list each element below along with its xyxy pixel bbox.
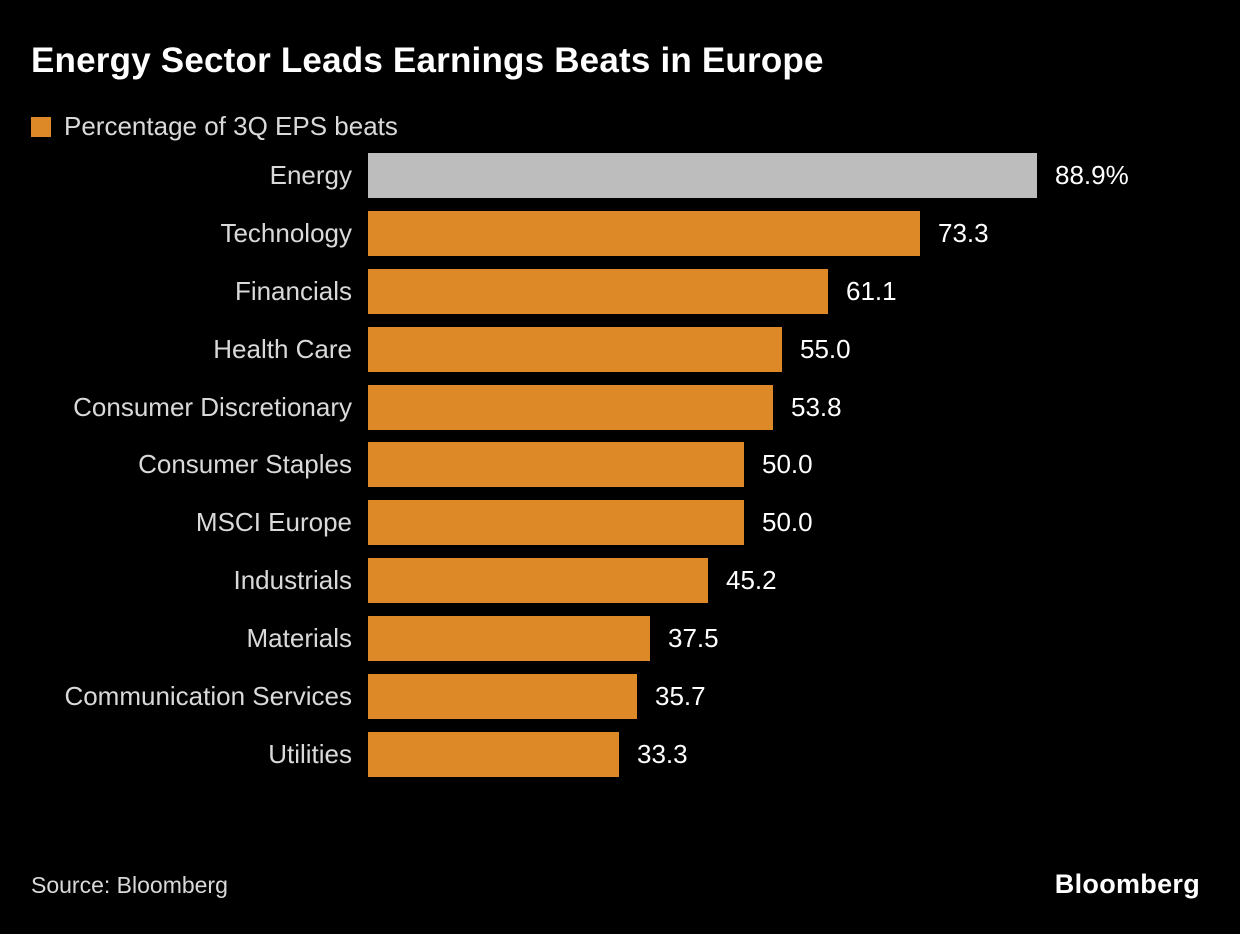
legend-swatch-icon — [31, 116, 51, 137]
bar — [368, 268, 828, 314]
bar — [368, 153, 1037, 198]
bar — [368, 558, 708, 604]
bar — [368, 210, 920, 256]
bar-track: 73.3 — [368, 210, 1240, 256]
category-label: Consumer Staples — [138, 449, 352, 480]
bar-track: 35.7 — [368, 674, 1240, 720]
bar — [368, 500, 744, 546]
bar — [368, 326, 782, 372]
bar-row: Technology 73.3 — [0, 210, 1240, 256]
bar-track: 50.0 — [368, 500, 1240, 546]
category-label: Industrials — [233, 565, 353, 596]
bloomberg-logo: Bloomberg — [1054, 869, 1200, 899]
bar-track: 45.2 — [368, 558, 1240, 604]
category-label: Utilities — [268, 738, 352, 769]
chart-footer: Source: Bloomberg Bloomberg — [31, 869, 1200, 900]
value-label: 33.3 — [637, 738, 688, 769]
bar — [368, 674, 637, 720]
bar-track: 55.0 — [368, 326, 1240, 372]
bar — [368, 442, 744, 488]
value-label: 35.7 — [655, 681, 706, 712]
bar-row: Industrials 45.2 — [0, 558, 1240, 604]
value-label: 61.1 — [846, 275, 897, 306]
bar-track: 33.3 — [368, 731, 1240, 777]
value-label: 55.0 — [800, 333, 851, 364]
category-label: Technology — [220, 217, 352, 248]
bar-row: Materials 37.5 — [0, 616, 1240, 662]
bar — [368, 384, 773, 430]
value-label: 73.3 — [938, 217, 989, 248]
value-label: 37.5 — [668, 623, 719, 654]
bar-row: Consumer Staples 50.0 — [0, 442, 1240, 488]
bar-track: 88.9% — [368, 153, 1240, 198]
bar — [368, 731, 619, 777]
category-label: Communication Services — [64, 681, 352, 712]
category-label: Health Care — [213, 333, 352, 364]
category-label: Financials — [234, 275, 352, 306]
chart-title: Energy Sector Leads Earnings Beats in Eu… — [31, 41, 824, 80]
category-label: Materials — [246, 623, 352, 654]
bar-track: 53.8 — [368, 384, 1240, 430]
bar-track: 61.1 — [368, 268, 1240, 314]
value-label: 50.0 — [762, 507, 813, 538]
bar-row: Financials 61.1 — [0, 268, 1240, 314]
bar-row: Communication Services 35.7 — [0, 674, 1240, 720]
bar-row: Consumer Discretionary 53.8 — [0, 384, 1240, 430]
bar-row: MSCI Europe 50.0 — [0, 500, 1240, 546]
legend: Percentage of 3Q EPS beats — [31, 111, 398, 142]
value-label: 88.9% — [1055, 160, 1129, 190]
value-label: 45.2 — [726, 565, 777, 596]
legend-label: Percentage of 3Q EPS beats — [64, 111, 398, 141]
category-label: MSCI Europe — [195, 507, 352, 538]
value-label: 50.0 — [762, 449, 813, 480]
bar-row: Health Care 55.0 — [0, 326, 1240, 372]
bar-track: 50.0 — [368, 442, 1240, 488]
category-label: Consumer Discretionary — [73, 391, 352, 422]
bar-chart-plot-area: Energy 88.9% Technology 73.3 Financials 61.1 H… — [0, 153, 1240, 777]
bar-row: Energy 88.9% — [0, 153, 1240, 198]
category-label: Energy — [269, 160, 352, 190]
bar-row: Utilities 33.3 — [0, 731, 1240, 777]
bar-track: 37.5 — [368, 616, 1240, 662]
bar — [368, 616, 650, 662]
source-note: Source: Bloomberg — [31, 872, 228, 898]
value-label: 53.8 — [791, 391, 842, 422]
